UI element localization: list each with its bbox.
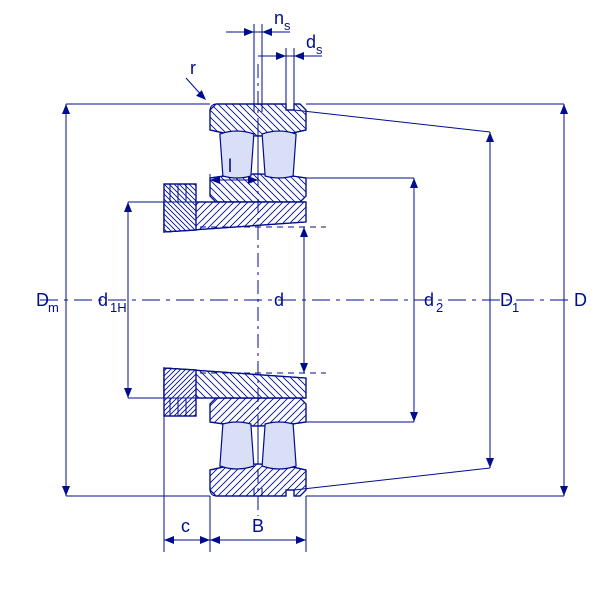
svg-text:c: c (181, 516, 190, 536)
svg-text:d: d (424, 290, 434, 310)
svg-text:B: B (252, 516, 264, 536)
svg-text:m: m (48, 300, 59, 315)
svg-text:r: r (190, 58, 196, 78)
svg-text:s: s (316, 42, 323, 57)
svg-text:d: d (306, 32, 316, 52)
svg-text:1H: 1H (110, 300, 127, 315)
svg-text:n: n (274, 8, 284, 28)
svg-text:1: 1 (512, 300, 519, 315)
svg-text:s: s (284, 18, 291, 33)
svg-text:d: d (98, 290, 108, 310)
svg-text:l: l (228, 156, 232, 176)
svg-text:d: d (274, 290, 284, 310)
svg-text:D: D (574, 290, 587, 310)
svg-text:2: 2 (436, 300, 443, 315)
